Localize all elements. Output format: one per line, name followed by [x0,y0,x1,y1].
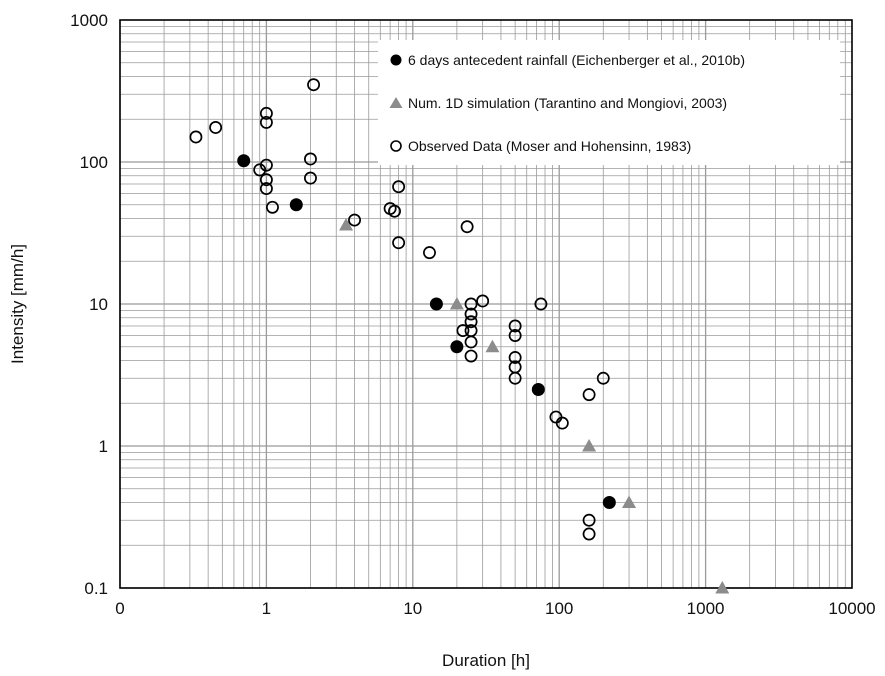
legend: 6 days antecedent rainfall (Eichenberger… [378,40,840,165]
point-filled-circle [450,340,464,354]
legend-box [378,40,840,165]
legend-entry-1: 6 days antecedent rainfall (Eichenberger… [408,52,745,68]
y-tick-labels: 0.1 1 10 100 1000 [70,11,108,598]
point-open-circle [392,180,406,194]
point-open-circle [259,115,273,129]
x-axis-title: Duration [h] [442,651,530,670]
point-open-circle [464,307,478,321]
legend-marker-open-circle [390,140,402,152]
point-open-circle [464,315,478,329]
point-filled-circle [289,198,303,212]
x-tick-label: 1000 [687,599,725,618]
point-open-circle [259,106,273,120]
point-open-circle [460,220,474,234]
point-open-circle [307,78,321,92]
y-tick-label: 0.1 [84,579,108,598]
x-tick-labels: 0 1 10 100 1000 10000 [115,599,875,618]
x-tick-label: 10000 [828,599,875,618]
point-filled-circle [602,496,616,510]
point-filled-circle [531,382,545,396]
point-open-circle [259,173,273,187]
point-open-circle [555,416,569,430]
point-gray-triangle [582,439,597,452]
y-axis-title: Intensity [mm/h] [8,244,27,364]
legend-entry-2: Num. 1D simulation (Tarantino and Mongio… [408,95,727,111]
legend-entry-3: Observed Data (Moser and Hohensinn, 1983… [408,138,691,154]
x-tick-label: 100 [545,599,573,618]
y-tick-label: 1 [99,437,108,456]
point-open-circle [388,204,401,218]
point-filled-circle [429,297,443,311]
point-open-circle [392,236,406,250]
point-open-circle [464,297,478,311]
data-points [189,78,730,594]
point-open-circle [582,513,596,527]
point-open-circle [596,371,610,385]
point-open-circle [189,130,203,144]
legend-marker-gray-triangle [389,97,403,108]
point-open-circle [508,329,522,342]
point-open-circle [464,335,478,349]
point-open-circle [259,182,273,196]
point-open-circle [508,351,522,364]
point-open-circle [456,324,470,338]
point-open-circle [348,213,361,227]
point-open-circle [209,121,223,134]
y-tick-label: 100 [80,153,108,172]
point-open-circle [582,388,596,402]
point-open-circle [508,319,522,333]
point-open-circle [582,527,596,541]
point-open-circle [423,246,436,260]
point-open-circle [304,152,317,166]
plot-frame [119,19,853,589]
point-open-circle [259,158,273,172]
point-gray-triangle [622,495,637,509]
point-gray-triangle [339,218,354,231]
x-tick-label: 0 [115,599,124,618]
y-tick-label: 1000 [70,11,108,30]
point-gray-triangle [449,297,464,310]
point-filled-circle [237,154,251,168]
point-gray-triangle [715,581,730,594]
point-open-circle [534,297,548,311]
point-open-circle [549,410,563,424]
point-open-circle [304,171,317,185]
point-open-circle [508,371,522,385]
legend-marker-filled-circle [390,54,402,66]
x-tick-label: 10 [403,599,422,618]
x-tick-label: 1 [262,599,271,618]
point-open-circle [476,294,490,308]
point-gray-triangle [485,339,500,353]
point-open-circle [266,200,279,214]
point-open-circle [464,349,478,363]
y-tick-label: 10 [89,295,108,314]
